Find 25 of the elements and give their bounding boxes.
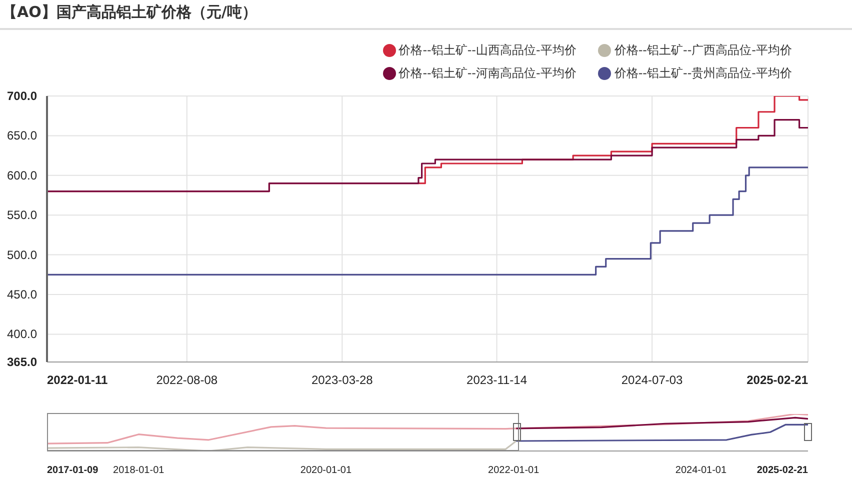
x-tick-label: 2025-02-21 [756, 465, 808, 476]
y-tick-label: 450.0 [6, 288, 38, 302]
y-tick-label: 700.0 [6, 89, 38, 103]
x-tick-label: 2017-01-09 [47, 465, 99, 476]
x-tick-label: 2022-08-08 [156, 373, 218, 387]
legend-label: 价格--铝土矿--贵州高品位-平均价 [614, 65, 792, 82]
y-tick-label: 365.0 [6, 355, 38, 369]
x-tick-label: 2022-01-11 [47, 373, 108, 387]
legend-label: 价格--铝土矿--广西高品位-平均价 [614, 42, 792, 59]
x-tick-label: 2023-11-14 [466, 373, 528, 387]
x-tick-label: 2020-01-01 [300, 465, 352, 476]
chart-title: 【AO】国产高品铝土矿价格（元/吨） [2, 3, 257, 22]
x-tick-label: 2023-03-28 [311, 373, 374, 387]
x-tick-label: 2022-01-01 [488, 465, 540, 476]
y-tick-label: 400.0 [6, 327, 38, 342]
x-tick-label: 2024-07-03 [621, 373, 684, 387]
x-tick-label: 2025-02-21 [746, 373, 808, 387]
legend-label: 价格--铝土矿--河南高品位-平均价 [398, 65, 576, 82]
x-tick-label: 2024-01-01 [675, 465, 727, 476]
y-tick-label: 500.0 [6, 248, 38, 262]
legend-label: 价格--铝土矿--山西高品位-平均价 [398, 42, 576, 59]
y-tick-label: 650.0 [6, 128, 38, 143]
x-tick-label: 2018-01-01 [113, 465, 165, 476]
y-tick-label: 550.0 [6, 208, 38, 222]
y-tick-label: 600.0 [6, 168, 38, 182]
